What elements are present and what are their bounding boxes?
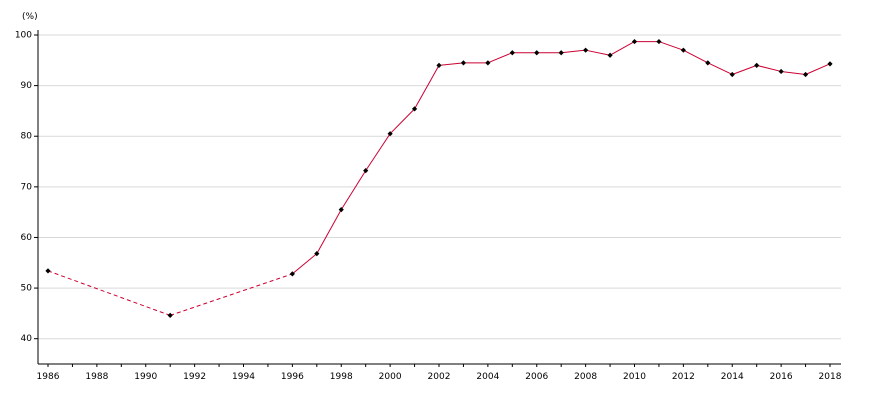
line-segment: [365, 133, 391, 171]
x-tick-label: 2008: [574, 372, 597, 382]
x-tick-label: 2010: [623, 372, 646, 382]
data-point: [583, 47, 589, 53]
data-point: [656, 38, 662, 45]
x-tick-label: 1994: [232, 372, 255, 382]
y-tick-label: 40: [21, 334, 33, 344]
data-point: [705, 60, 711, 66]
data-point: [45, 268, 51, 274]
line-segment: [561, 49, 586, 54]
x-tick-label: 1988: [85, 372, 108, 382]
y-tick-label: 70: [21, 182, 33, 192]
line-segment: [683, 49, 709, 64]
x-tick-label: 1998: [330, 372, 353, 382]
data-point: [338, 207, 344, 213]
data-point: [460, 60, 467, 66]
data-point: [631, 38, 638, 45]
data-point: [167, 312, 173, 319]
data-point: [680, 47, 686, 53]
x-tick-label: 2006: [525, 372, 548, 382]
line-segment: [658, 41, 684, 51]
line-segment: [805, 63, 831, 75]
line-segment: [609, 41, 635, 56]
data-point: [534, 50, 540, 56]
line-segment: [487, 52, 513, 64]
line-segment: [316, 209, 342, 254]
x-tick-label: 1996: [281, 372, 304, 382]
x-tick-label: 2012: [672, 372, 695, 382]
y-tick-label: 60: [21, 233, 33, 243]
x-tick-label: 1992: [183, 372, 206, 382]
x-tick-label: 2018: [819, 372, 842, 382]
line-segment: [340, 170, 367, 210]
x-tick-label: 2016: [770, 372, 793, 382]
data-point: [387, 131, 393, 137]
line-segment: [414, 65, 440, 110]
line-segment: [47, 270, 171, 316]
data-point: [827, 61, 833, 67]
line-segment: [732, 64, 757, 75]
data-point: [509, 50, 515, 56]
x-tick-label: 2014: [721, 372, 744, 382]
line-segment: [707, 62, 733, 75]
data-point: [289, 271, 295, 277]
x-tick-label: 2002: [428, 372, 451, 382]
line-segment: [170, 273, 293, 316]
line-segment: [756, 64, 782, 72]
data-point: [607, 52, 613, 58]
tick-labels: 40 50 60 70 80 90 100 1986 1988 1990 1992 1994 1996 1…: [15, 31, 842, 383]
x-tick-label: 2004: [476, 372, 499, 382]
y-tick-label: 50: [21, 284, 33, 294]
gridlines: [38, 34, 841, 340]
data-point: [485, 60, 491, 66]
x-tick-label: 2000: [379, 372, 402, 382]
data-point: [778, 68, 784, 75]
data-point: [729, 71, 735, 78]
y-tick-label: 90: [21, 81, 33, 91]
line-segment: [781, 70, 806, 75]
data-point: [802, 71, 809, 78]
data-point: [754, 62, 760, 68]
y-unit-label: (%): [22, 12, 38, 22]
line-segment: [585, 49, 611, 56]
data-point: [363, 168, 369, 174]
line-segment: [438, 62, 464, 66]
y-tick-label: 80: [21, 132, 33, 142]
data-point: [558, 50, 564, 56]
line-segment: [389, 108, 415, 135]
data-line: [47, 41, 831, 316]
x-tick-label: 1990: [134, 372, 157, 382]
data-markers: [45, 38, 833, 319]
x-tick-label: 1986: [37, 372, 60, 382]
data-point: [436, 62, 442, 68]
data-point: [411, 106, 418, 112]
data-point: [314, 251, 320, 257]
line-segment: [292, 253, 318, 275]
axes: [34, 30, 841, 367]
y-tick-label: 100: [15, 31, 32, 41]
